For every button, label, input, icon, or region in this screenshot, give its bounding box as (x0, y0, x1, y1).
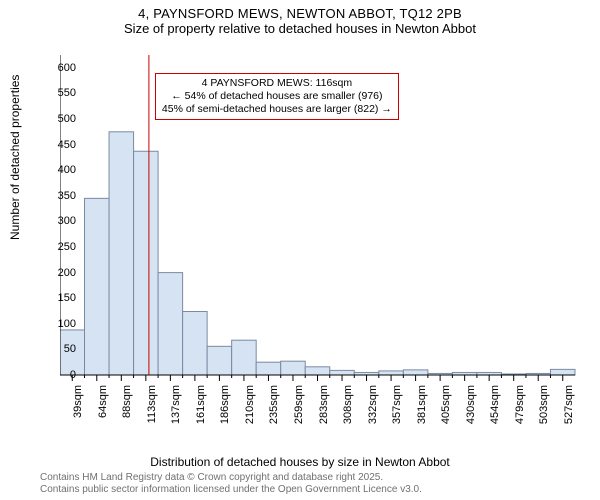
histogram-bar (109, 132, 134, 375)
x-tick-label: 527sqm (563, 385, 575, 435)
y-axis-label: Number of detached properties (8, 75, 22, 240)
x-tick-label: 39sqm (72, 385, 84, 435)
chart-title-block: 4, PAYNSFORD MEWS, NEWTON ABBOT, TQ12 2P… (0, 0, 600, 36)
y-tick-label: 300 (36, 215, 76, 227)
histogram-bar (550, 369, 575, 375)
x-tick-label: 283sqm (318, 385, 330, 435)
chart-title-line2: Size of property relative to detached ho… (0, 21, 600, 36)
annotation-box: 4 PAYNSFORD MEWS: 116sqm ← 54% of detach… (155, 73, 399, 120)
x-tick-label: 161sqm (195, 385, 207, 435)
y-tick-label: 0 (36, 369, 76, 381)
x-tick-label: 64sqm (97, 385, 109, 435)
x-tick-label: 405sqm (440, 385, 452, 435)
y-tick-label: 50 (36, 343, 76, 355)
histogram-bar (158, 273, 183, 375)
y-tick-label: 350 (36, 190, 76, 202)
histogram-bar (207, 346, 232, 375)
chart-title-line1: 4, PAYNSFORD MEWS, NEWTON ABBOT, TQ12 2P… (0, 6, 600, 21)
footer-credits: Contains HM Land Registry data © Crown c… (40, 472, 422, 495)
x-tick-label: 235sqm (268, 385, 280, 435)
x-tick-label: 186sqm (219, 385, 231, 435)
y-tick-label: 250 (36, 241, 76, 253)
x-tick-label: 357sqm (391, 385, 403, 435)
annotation-line3: 45% of semi-detached houses are larger (… (162, 103, 392, 116)
y-tick-label: 500 (36, 113, 76, 125)
x-tick-label: 113sqm (146, 385, 158, 435)
x-tick-label: 259sqm (293, 385, 305, 435)
footer-line2: Contains public sector information licen… (40, 484, 422, 496)
y-tick-label: 100 (36, 318, 76, 330)
x-tick-label: 332sqm (367, 385, 379, 435)
x-tick-label: 454sqm (489, 385, 501, 435)
histogram-bar (403, 370, 428, 375)
annotation-line1: 4 PAYNSFORD MEWS: 116sqm (162, 77, 392, 90)
x-tick-label: 479sqm (514, 385, 526, 435)
histogram-bar (134, 151, 159, 375)
x-axis-label: Distribution of detached houses by size … (0, 455, 600, 469)
y-tick-label: 600 (36, 62, 76, 74)
y-tick-label: 450 (36, 139, 76, 151)
y-tick-label: 550 (36, 87, 76, 99)
y-tick-label: 200 (36, 267, 76, 279)
annotation-line2: ← 54% of detached houses are smaller (97… (162, 90, 392, 103)
histogram-bar (379, 371, 404, 375)
histogram-bar (85, 198, 110, 375)
x-tick-label: 137sqm (170, 385, 182, 435)
footer-line1: Contains HM Land Registry data © Crown c… (40, 472, 422, 484)
x-tick-label: 430sqm (465, 385, 477, 435)
histogram-bar (256, 362, 281, 375)
histogram-bar (281, 361, 306, 375)
y-tick-label: 400 (36, 164, 76, 176)
x-tick-label: 308sqm (342, 385, 354, 435)
histogram-bar (305, 367, 330, 375)
histogram-bar (183, 312, 208, 375)
x-tick-label: 210sqm (244, 385, 256, 435)
x-tick-label: 88sqm (121, 385, 133, 435)
x-tick-label: 381sqm (416, 385, 428, 435)
histogram-bar (330, 370, 355, 375)
histogram-bar (232, 340, 257, 375)
x-tick-label: 503sqm (538, 385, 550, 435)
y-tick-label: 150 (36, 292, 76, 304)
